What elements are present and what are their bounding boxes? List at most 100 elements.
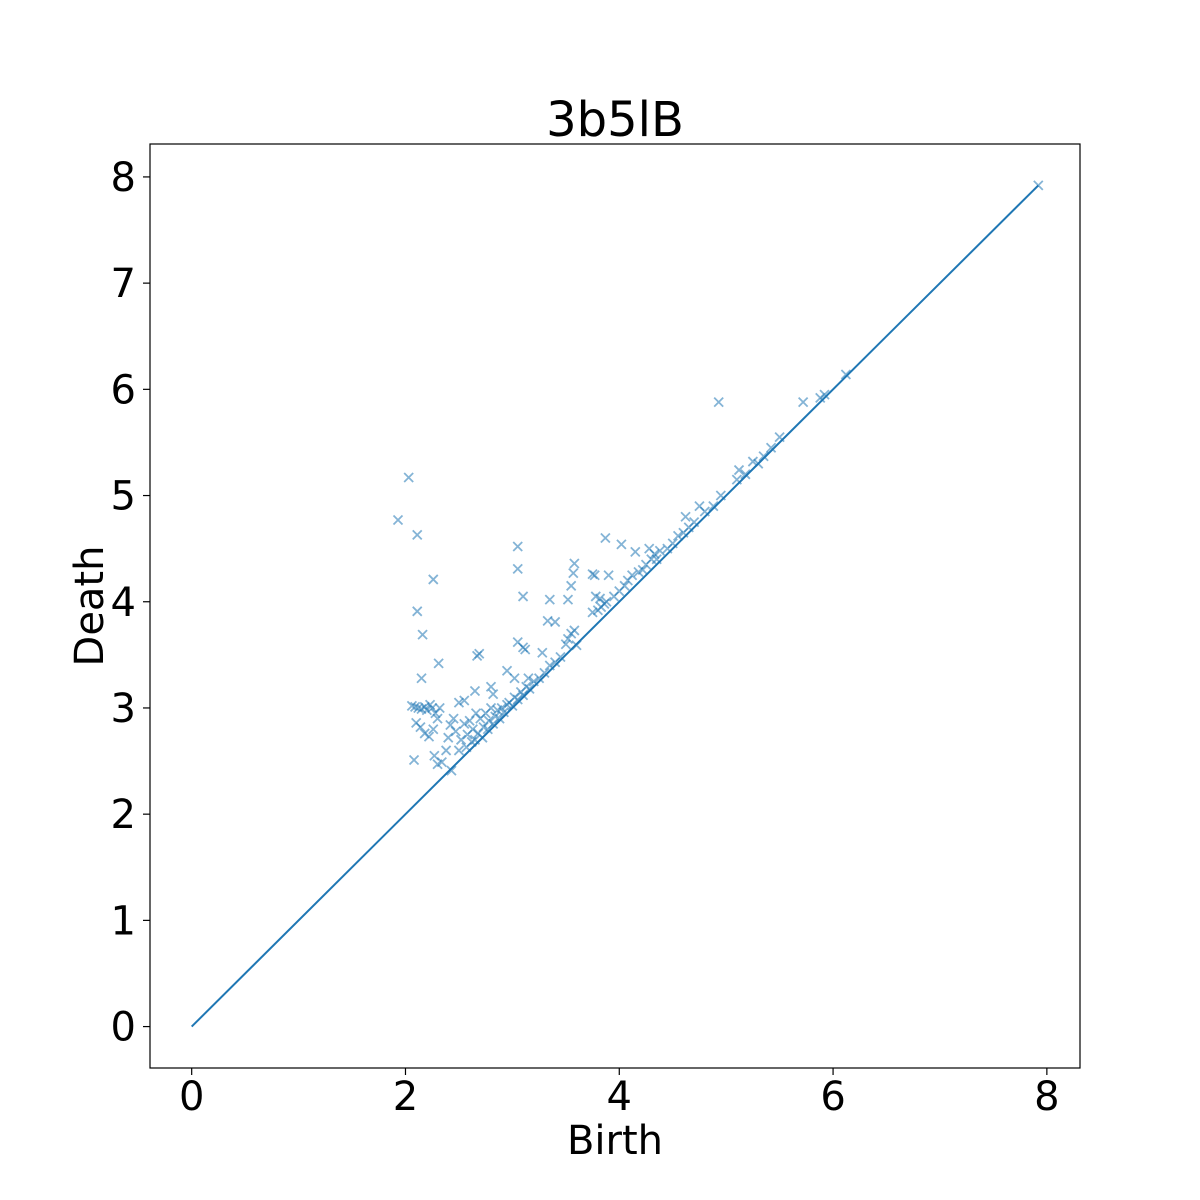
- data-point: [453, 697, 465, 708]
- y-tick-label: 2: [111, 792, 136, 838]
- x-tick-label: 4: [607, 1074, 632, 1120]
- data-point: [840, 369, 852, 380]
- y-axis-label: Death: [67, 546, 113, 667]
- data-point: [555, 651, 566, 663]
- data-point: [440, 745, 452, 756]
- data-point: [544, 660, 555, 671]
- data-point: [708, 501, 719, 512]
- data-point: [544, 594, 555, 605]
- data-point: [740, 469, 751, 480]
- data-point: [428, 574, 439, 585]
- data-point: [517, 591, 529, 602]
- data-point: [539, 667, 550, 679]
- x-tick-label: 6: [820, 1074, 845, 1120]
- data-point: [432, 713, 443, 724]
- data-point: [427, 702, 438, 714]
- data-point: [731, 474, 742, 485]
- data-point: [416, 673, 427, 684]
- x-tick-label: 8: [1034, 1074, 1059, 1120]
- data-point: [512, 541, 523, 552]
- data-point: [403, 472, 414, 483]
- y-tick-label: 1: [111, 898, 136, 944]
- data-point: [667, 538, 678, 549]
- data-point: [626, 570, 638, 581]
- data-point: [459, 695, 470, 706]
- data-point: [637, 564, 648, 576]
- data-point: [651, 554, 662, 565]
- data-point: [672, 530, 684, 542]
- data-point: [569, 558, 580, 569]
- data-point: [587, 607, 598, 618]
- data-point: [819, 389, 830, 400]
- y-tick-label: 3: [111, 686, 136, 732]
- data-point: [566, 580, 577, 591]
- data-point: [417, 629, 428, 640]
- x-axis-label: Birth: [567, 1118, 663, 1164]
- y-tick-label: 8: [111, 155, 136, 201]
- data-point: [713, 396, 724, 408]
- data-point: [520, 644, 531, 655]
- data-point: [512, 563, 523, 574]
- data-point: [603, 570, 614, 581]
- data-point: [562, 594, 574, 605]
- data-point: [469, 734, 481, 745]
- data-point: [616, 539, 627, 550]
- data-point: [494, 713, 505, 724]
- data-point: [560, 639, 571, 650]
- data-point: [765, 442, 777, 453]
- data-point: [733, 464, 745, 476]
- data-point: [528, 676, 539, 687]
- plot-frame: [149, 143, 1081, 1069]
- x-axis-ticks: 0 2 4 6 8: [179, 1068, 1060, 1120]
- y-tick-label: 4: [111, 580, 136, 626]
- data-point: [699, 506, 710, 517]
- data-point: [392, 514, 404, 526]
- data-point: [446, 765, 457, 776]
- data-point: [550, 616, 561, 628]
- data-point: [798, 396, 809, 408]
- data-point: [568, 567, 579, 579]
- chart-title: 3b5lB: [546, 92, 684, 148]
- data-point: [571, 640, 582, 651]
- data-point: [412, 529, 423, 540]
- data-point: [562, 633, 574, 645]
- data-point: [654, 545, 666, 556]
- data-point: [488, 689, 499, 700]
- data-point: [436, 756, 447, 768]
- data-point: [1033, 180, 1044, 191]
- y-tick-label: 5: [111, 474, 136, 520]
- diagonal-line: [190, 184, 1040, 1028]
- data-point: [619, 580, 630, 591]
- y-tick-label: 0: [111, 1005, 136, 1051]
- data-point: [485, 702, 497, 714]
- data-point: [453, 745, 465, 756]
- data-point: [433, 658, 444, 669]
- diagonal-line-layer: [190, 184, 1040, 1028]
- data-point: [412, 606, 423, 617]
- y-tick-label: 7: [111, 261, 136, 307]
- data-point: [509, 673, 520, 684]
- data-point: [589, 570, 600, 581]
- data-point: [450, 726, 461, 737]
- data-point: [485, 681, 497, 692]
- data-point: [423, 731, 435, 742]
- data-point: [680, 511, 691, 522]
- data-point: [688, 516, 700, 528]
- data-point: [537, 647, 548, 658]
- x-tick-label: 0: [179, 1074, 204, 1120]
- data-point: [747, 456, 759, 467]
- data-point: [428, 724, 439, 735]
- data-point: [600, 532, 611, 544]
- data-point: [408, 754, 420, 766]
- x-tick-label: 2: [393, 1074, 418, 1120]
- data-point: [758, 451, 769, 462]
- data-point: [459, 718, 470, 730]
- data-point: [753, 458, 764, 469]
- y-tick-label: 6: [111, 367, 136, 413]
- data-point: [406, 700, 418, 711]
- data-point: [774, 431, 785, 443]
- data-point: [477, 732, 488, 743]
- data-point: [569, 625, 580, 636]
- data-point: [715, 490, 726, 501]
